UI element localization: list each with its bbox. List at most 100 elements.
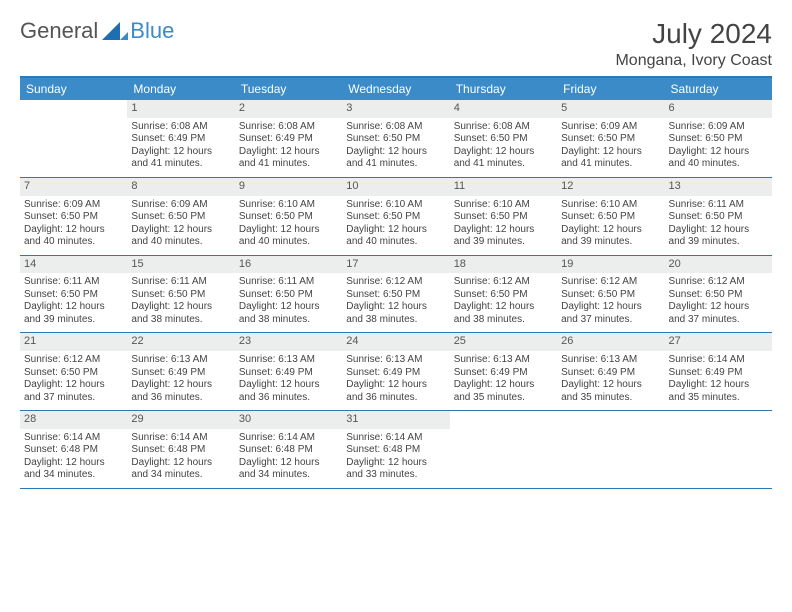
sunrise-text: Sunrise: 6:14 AM: [239, 432, 338, 445]
sunset-text: Sunset: 6:50 PM: [669, 289, 768, 302]
day-number: 14: [20, 256, 127, 274]
sunset-text: Sunset: 6:50 PM: [239, 289, 338, 302]
daylight-text: Daylight: 12 hours and 36 minutes.: [131, 379, 230, 404]
sunset-text: Sunset: 6:50 PM: [131, 211, 230, 224]
day-body: Sunrise: 6:12 AMSunset: 6:50 PMDaylight:…: [665, 273, 772, 332]
sunrise-text: Sunrise: 6:13 AM: [561, 354, 660, 367]
day-body: Sunrise: 6:09 AMSunset: 6:50 PMDaylight:…: [127, 196, 234, 255]
day-number: 13: [665, 178, 772, 196]
sunrise-text: Sunrise: 6:09 AM: [669, 121, 768, 134]
weekday-header: Wednesday: [342, 78, 449, 100]
sunrise-text: Sunrise: 6:12 AM: [454, 276, 553, 289]
day-body: Sunrise: 6:13 AMSunset: 6:49 PMDaylight:…: [235, 351, 342, 410]
sunset-text: Sunset: 6:50 PM: [131, 289, 230, 302]
sunrise-text: Sunrise: 6:10 AM: [239, 199, 338, 212]
day-body: Sunrise: 6:10 AMSunset: 6:50 PMDaylight:…: [557, 196, 664, 255]
daylight-text: Daylight: 12 hours and 39 minutes.: [669, 224, 768, 249]
day-cell: 26Sunrise: 6:13 AMSunset: 6:49 PMDayligh…: [557, 333, 664, 410]
daylight-text: Daylight: 12 hours and 35 minutes.: [454, 379, 553, 404]
sunset-text: Sunset: 6:50 PM: [669, 133, 768, 146]
sunset-text: Sunset: 6:50 PM: [24, 211, 123, 224]
day-cell: 24Sunrise: 6:13 AMSunset: 6:49 PMDayligh…: [342, 333, 449, 410]
day-number: 20: [665, 256, 772, 274]
day-cell: 11Sunrise: 6:10 AMSunset: 6:50 PMDayligh…: [450, 178, 557, 255]
daylight-text: Daylight: 12 hours and 35 minutes.: [669, 379, 768, 404]
day-body: Sunrise: 6:12 AMSunset: 6:50 PMDaylight:…: [557, 273, 664, 332]
day-cell: 29Sunrise: 6:14 AMSunset: 6:48 PMDayligh…: [127, 411, 234, 488]
day-cell: 30Sunrise: 6:14 AMSunset: 6:48 PMDayligh…: [235, 411, 342, 488]
day-body: Sunrise: 6:11 AMSunset: 6:50 PMDaylight:…: [127, 273, 234, 332]
weekday-header: Sunday: [20, 78, 127, 100]
daylight-text: Daylight: 12 hours and 40 minutes.: [131, 224, 230, 249]
day-cell: 17Sunrise: 6:12 AMSunset: 6:50 PMDayligh…: [342, 256, 449, 333]
day-number: 23: [235, 333, 342, 351]
daylight-text: Daylight: 12 hours and 40 minutes.: [239, 224, 338, 249]
day-cell: 7Sunrise: 6:09 AMSunset: 6:50 PMDaylight…: [20, 178, 127, 255]
sunset-text: Sunset: 6:50 PM: [239, 211, 338, 224]
daylight-text: Daylight: 12 hours and 34 minutes.: [131, 457, 230, 482]
daylight-text: Daylight: 12 hours and 41 minutes.: [346, 146, 445, 171]
day-body: Sunrise: 6:10 AMSunset: 6:50 PMDaylight:…: [235, 196, 342, 255]
sunrise-text: Sunrise: 6:14 AM: [346, 432, 445, 445]
sunset-text: Sunset: 6:50 PM: [454, 211, 553, 224]
daylight-text: Daylight: 12 hours and 41 minutes.: [131, 146, 230, 171]
day-cell: 3Sunrise: 6:08 AMSunset: 6:50 PMDaylight…: [342, 100, 449, 177]
sunrise-text: Sunrise: 6:13 AM: [131, 354, 230, 367]
sunrise-text: Sunrise: 6:10 AM: [346, 199, 445, 212]
daylight-text: Daylight: 12 hours and 36 minutes.: [239, 379, 338, 404]
day-cell: 25Sunrise: 6:13 AMSunset: 6:49 PMDayligh…: [450, 333, 557, 410]
sunrise-text: Sunrise: 6:14 AM: [669, 354, 768, 367]
week-row: 28Sunrise: 6:14 AMSunset: 6:48 PMDayligh…: [20, 411, 772, 489]
day-cell: .: [665, 411, 772, 488]
day-number: 25: [450, 333, 557, 351]
day-cell: .: [450, 411, 557, 488]
sunset-text: Sunset: 6:50 PM: [346, 211, 445, 224]
brand-mark-icon: [102, 22, 128, 40]
day-number: 22: [127, 333, 234, 351]
daylight-text: Daylight: 12 hours and 41 minutes.: [239, 146, 338, 171]
daylight-text: Daylight: 12 hours and 40 minutes.: [669, 146, 768, 171]
day-body: Sunrise: 6:08 AMSunset: 6:49 PMDaylight:…: [127, 118, 234, 177]
sunset-text: Sunset: 6:50 PM: [561, 289, 660, 302]
day-number: 19: [557, 256, 664, 274]
daylight-text: Daylight: 12 hours and 41 minutes.: [561, 146, 660, 171]
day-number: 5: [557, 100, 664, 118]
day-cell: 2Sunrise: 6:08 AMSunset: 6:49 PMDaylight…: [235, 100, 342, 177]
sunrise-text: Sunrise: 6:08 AM: [131, 121, 230, 134]
week-row: .1Sunrise: 6:08 AMSunset: 6:49 PMDayligh…: [20, 100, 772, 178]
day-number: 4: [450, 100, 557, 118]
sunset-text: Sunset: 6:48 PM: [346, 444, 445, 457]
sunset-text: Sunset: 6:49 PM: [561, 367, 660, 380]
day-cell: 1Sunrise: 6:08 AMSunset: 6:49 PMDaylight…: [127, 100, 234, 177]
sunrise-text: Sunrise: 6:12 AM: [24, 354, 123, 367]
daylight-text: Daylight: 12 hours and 33 minutes.: [346, 457, 445, 482]
sunrise-text: Sunrise: 6:09 AM: [24, 199, 123, 212]
day-cell: 31Sunrise: 6:14 AMSunset: 6:48 PMDayligh…: [342, 411, 449, 488]
sunset-text: Sunset: 6:49 PM: [131, 367, 230, 380]
weekday-header: Friday: [557, 78, 664, 100]
sunset-text: Sunset: 6:49 PM: [346, 367, 445, 380]
day-cell: 15Sunrise: 6:11 AMSunset: 6:50 PMDayligh…: [127, 256, 234, 333]
daylight-text: Daylight: 12 hours and 37 minutes.: [24, 379, 123, 404]
daylight-text: Daylight: 12 hours and 40 minutes.: [24, 224, 123, 249]
weekday-header-row: Sunday Monday Tuesday Wednesday Thursday…: [20, 78, 772, 100]
day-body: Sunrise: 6:12 AMSunset: 6:50 PMDaylight:…: [342, 273, 449, 332]
sunrise-text: Sunrise: 6:13 AM: [454, 354, 553, 367]
day-cell: 21Sunrise: 6:12 AMSunset: 6:50 PMDayligh…: [20, 333, 127, 410]
brand-logo: General Blue: [20, 18, 174, 44]
calendar: Sunday Monday Tuesday Wednesday Thursday…: [20, 76, 772, 489]
day-number: 10: [342, 178, 449, 196]
day-number: 26: [557, 333, 664, 351]
day-number: 21: [20, 333, 127, 351]
day-number: 9: [235, 178, 342, 196]
day-body: Sunrise: 6:12 AMSunset: 6:50 PMDaylight:…: [20, 351, 127, 410]
day-body: Sunrise: 6:14 AMSunset: 6:49 PMDaylight:…: [665, 351, 772, 410]
daylight-text: Daylight: 12 hours and 38 minutes.: [239, 301, 338, 326]
daylight-text: Daylight: 12 hours and 34 minutes.: [24, 457, 123, 482]
day-number: 24: [342, 333, 449, 351]
sunset-text: Sunset: 6:50 PM: [454, 289, 553, 302]
day-body: Sunrise: 6:13 AMSunset: 6:49 PMDaylight:…: [342, 351, 449, 410]
day-cell: 12Sunrise: 6:10 AMSunset: 6:50 PMDayligh…: [557, 178, 664, 255]
sunrise-text: Sunrise: 6:08 AM: [454, 121, 553, 134]
sunrise-text: Sunrise: 6:11 AM: [24, 276, 123, 289]
